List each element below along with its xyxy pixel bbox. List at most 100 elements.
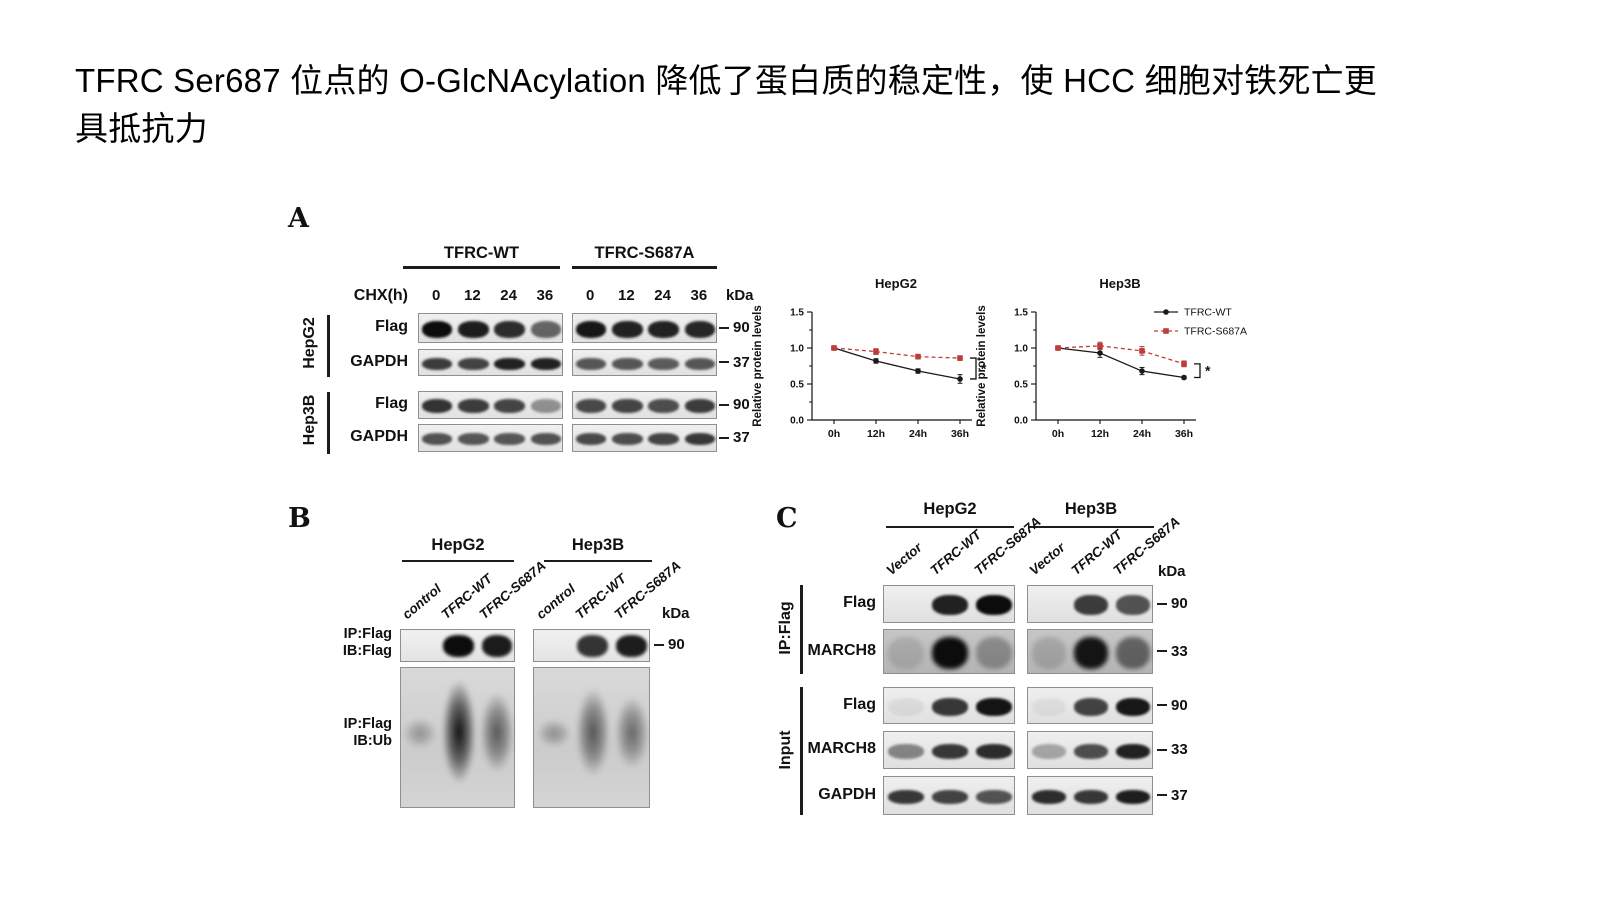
panel-c-band-r1-g0-l1 (931, 636, 969, 669)
panel-c-band-r4-g1-l0 (1031, 789, 1067, 804)
panel-a-band-r1-g0-l2 (494, 357, 525, 370)
panel-b-ub-smear-g1-l2 (614, 697, 649, 771)
panel-a-timepoint-g0-2: 24 (500, 287, 517, 304)
panel-a-timepoint-g1-1: 12 (618, 287, 635, 304)
panel-a-band-r0-g1-l1 (612, 320, 643, 338)
panel-a-marker-2: 90 (719, 396, 750, 413)
panel-c-band-r1-g1-l2 (1115, 636, 1151, 669)
panel-b-marker-90-tick (654, 643, 664, 646)
panel-b-group-underline-0 (402, 560, 514, 562)
panel-c-band-r3-g1-l1 (1073, 743, 1109, 759)
panel-a-band-r2-g0-l0 (421, 399, 453, 413)
panel-b-marker-90-value: 90 (668, 636, 685, 653)
panel-c-marker-4-value: 37 (1171, 786, 1188, 804)
panel-a-kda-label: kDa (726, 287, 754, 304)
svg-text:1.5: 1.5 (1014, 308, 1028, 319)
panel-c-band-r0-g1-l1 (1073, 595, 1109, 615)
chart-title: HepG2 (875, 276, 917, 291)
panel-c-band-r2-g1-l2 (1115, 697, 1151, 716)
svg-text:1.0: 1.0 (1014, 344, 1028, 355)
panel-a-marker-3-tick (719, 436, 729, 439)
panel-a-timepoint-g1-0: 0 (585, 287, 595, 304)
svg-text:0.5: 0.5 (1014, 380, 1028, 391)
panel-c-marker-3-value: 33 (1171, 741, 1188, 758)
panel-c-section-ipflag: IP:Flag (777, 601, 794, 655)
panel-a-band-r0-g0-l0 (421, 320, 453, 338)
panel-c-band-r1-g0-l0 (887, 636, 925, 669)
panel-c-protein-label-3: MARCH8 (807, 740, 876, 757)
panel-b-ipflag-band-g0-l2 (481, 635, 513, 657)
panel-c-band-r3-g0-l2 (975, 743, 1013, 759)
panel-b-group-header-1: Hep3B (571, 536, 625, 554)
panel-b-ub-blot-g1 (533, 667, 650, 808)
panel-a-marker-3: 37 (719, 429, 750, 446)
panel-a-band-r2-g0-l2 (494, 399, 525, 413)
panel-c-blot-r1-g1 (1027, 629, 1153, 674)
panel-c-marker-4-tick (1157, 794, 1167, 796)
svg-text:0.0: 0.0 (1014, 416, 1028, 427)
svg-text:TFRC-S687A: TFRC-S687A (1184, 326, 1247, 338)
svg-text:36h: 36h (1175, 428, 1193, 440)
series-TFRC-S687A (831, 345, 963, 361)
y-ticks: 0.0 0.5 1.0 1.5 (790, 308, 812, 427)
panel-c-blot-r3-g1 (1027, 731, 1153, 769)
panel-c-blot-r3-g0 (883, 731, 1015, 769)
panel-c-blot-r0-g0 (883, 585, 1015, 623)
panel-a-protein-label-2: Flag (375, 395, 408, 412)
panel-b-group-underline-1 (544, 560, 652, 562)
panel-a-protein-label-0: Flag (375, 318, 408, 335)
panel-c-section-input: Input (777, 730, 794, 770)
panel-c-band-r4-g0-l1 (931, 789, 969, 804)
panel-c-blot-r4-g1 (1027, 776, 1153, 815)
panel-a-band-r2-g0-l1 (458, 399, 489, 413)
panel-a-band-r2-g1-l3 (684, 399, 716, 413)
panel-b-kda-label: kDa (662, 605, 690, 622)
panel-a-marker-2-value: 90 (733, 396, 750, 413)
panel-a-band-r0-g1-l0 (575, 320, 607, 338)
panel-b-label: B (288, 503, 311, 534)
series-TFRC-WT (1055, 345, 1187, 381)
panel-a-band-r2-g0-l3 (530, 399, 562, 413)
significance-asterisk: * (1205, 363, 1211, 379)
panel-a-group-underline-0 (403, 266, 560, 269)
panel-c-marker-4: 37 (1157, 787, 1188, 804)
panel-a-band-r0-g1-l3 (684, 320, 716, 338)
panel-a-marker-1: 37 (719, 354, 750, 371)
panel-a-marker-1-tick (719, 361, 729, 363)
page-title: TFRC Ser687 位点的 O-GlcNAcylation 降低了蛋白质的稳… (75, 62, 1377, 147)
panel-c-band-r0-g1-l2 (1115, 595, 1151, 615)
panel-c-section-bar-1 (800, 687, 803, 815)
panel-b-group-header-0: HepG2 (431, 536, 485, 554)
panel-b-ub-smear-g0-l2 (479, 694, 514, 774)
panel-a-timepoint-g0-3: 36 (536, 287, 554, 304)
panel-c-band-r2-g0-l2 (975, 697, 1013, 716)
panel-a-blot-r3-g0 (418, 424, 563, 452)
panel-a-band-r0-g1-l2 (648, 320, 679, 338)
panel-c-band-r4-g1-l2 (1115, 789, 1151, 804)
panel-c-protein-label-1: MARCH8 (807, 641, 876, 659)
svg-text:12h: 12h (1091, 428, 1109, 440)
x-ticks: 0h 12h 24h 36h (1052, 420, 1193, 440)
panel-c-marker-2: 90 (1157, 697, 1188, 714)
panel-a-label: A (288, 203, 309, 234)
panel-a-protein-label-3: GAPDH (350, 428, 408, 445)
chart-legend: TFRC-WT TFRC-S687A (1154, 307, 1247, 338)
panel-c-band-r2-g0-l0 (887, 697, 925, 716)
panel-a-band-r2-g1-l1 (612, 399, 643, 413)
panel-b-ub-smear-g1-l0 (536, 719, 571, 749)
panel-a-marker-0-tick (719, 326, 729, 329)
panel-a-band-r3-g1-l0 (575, 433, 607, 445)
chart-svg-Hep3B: Hep3B Relative protein levels 0.0 0.5 1.0 1.5… (976, 276, 1247, 440)
panel-c-group-header-1: Hep3B (1064, 500, 1118, 518)
panel-c-band-r3-g0-l0 (887, 743, 925, 759)
panel-c-group-underline-0 (886, 526, 1014, 528)
panel-a-band-r0-g0-l3 (530, 320, 562, 338)
panel-a-group-header-0: TFRC-WT (443, 244, 520, 262)
panel-a-blot-r0-g1 (572, 313, 717, 343)
panel-a-timepoint-g1-2: 24 (654, 287, 671, 304)
panel-b-ub-smear-g1-l1 (575, 690, 610, 778)
panel-c-marker-3-tick (1157, 748, 1167, 751)
significance-asterisk: * (981, 361, 987, 377)
panel-a-protein-label-1: GAPDH (350, 352, 408, 370)
